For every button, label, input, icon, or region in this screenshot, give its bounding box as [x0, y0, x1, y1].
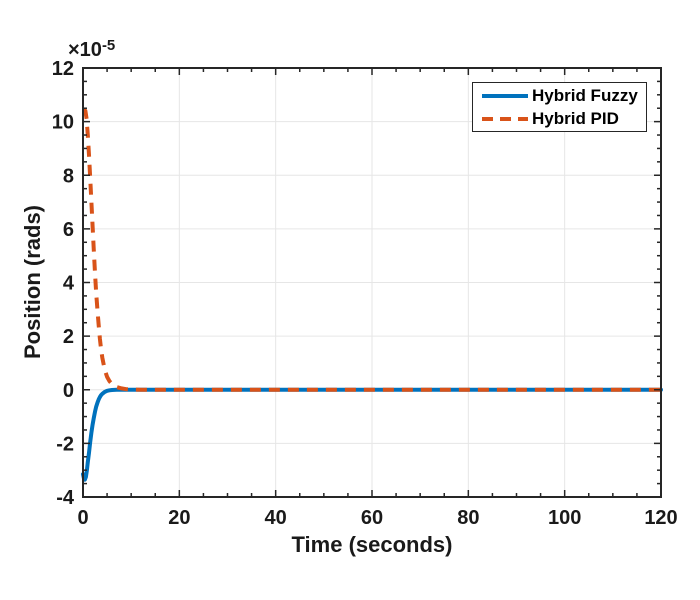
- y-axis-label: Position (rads): [20, 204, 45, 360]
- legend-entry-hybrid-fuzzy: Hybrid Fuzzy: [481, 86, 646, 106]
- x-tick-label: 100: [548, 507, 581, 529]
- x-tick-label: 0: [77, 507, 88, 529]
- x-axis-label: Time (seconds): [291, 532, 453, 557]
- y-tick-label: 4: [63, 273, 75, 295]
- series-line-hybrid-pid: [82, 107, 661, 392]
- legend-entry-hybrid-pid: Hybrid PID: [481, 109, 646, 129]
- x-tick-label: 80: [457, 507, 479, 529]
- legend: Hybrid Fuzzy Hybrid PID: [472, 82, 647, 132]
- y-tick-label: 8: [63, 165, 74, 187]
- y-tick-label: 0: [63, 380, 74, 402]
- y-tick-label: 6: [63, 219, 74, 241]
- legend-dashed-line-icon: [482, 116, 528, 121]
- y-tick-label: 2: [63, 326, 74, 348]
- x-tick-label: 60: [361, 507, 383, 529]
- x-tick-label: 40: [265, 507, 287, 529]
- y-tick-label: -2: [56, 433, 74, 455]
- x-tick-label: 120: [644, 507, 677, 529]
- y-tick-label: -4: [56, 487, 75, 509]
- legend-entry-label: Hybrid Fuzzy: [532, 85, 638, 105]
- multiplier-base: ×10: [68, 39, 102, 61]
- y-tick-label: 12: [52, 58, 74, 80]
- y-tick-label: 10: [52, 112, 74, 134]
- y-axis-multiplier-label: ×10-5: [68, 37, 115, 62]
- x-tick-label: 20: [168, 507, 190, 529]
- legend-solid-line-icon: [482, 93, 528, 98]
- legend-entry-label: Hybrid PID: [532, 108, 619, 128]
- multiplier-exponent: -5: [101, 37, 116, 54]
